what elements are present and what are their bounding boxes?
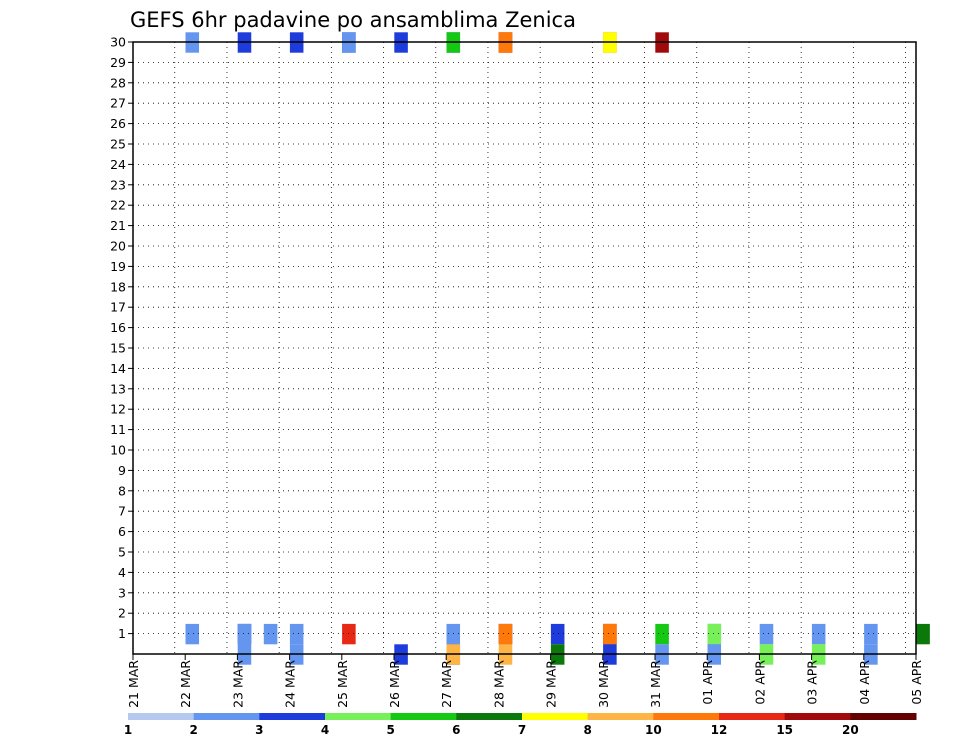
legend-label: 6 (452, 723, 460, 737)
heatmap-cell (916, 623, 930, 645)
legend-swatch (193, 713, 260, 720)
x-tick-label: 31 MAR (648, 660, 663, 708)
legend-label: 10 (645, 723, 662, 737)
y-tick-label: 16 (110, 320, 126, 335)
y-tick-label: 26 (110, 116, 126, 131)
legend-label: 15 (776, 723, 793, 737)
x-tick-label: 25 MAR (335, 660, 350, 708)
y-tick-label: 28 (110, 75, 126, 90)
legend-label: 7 (518, 723, 526, 737)
y-tick-label: 22 (110, 198, 126, 213)
legend-swatch (456, 713, 523, 720)
y-tick-label: 30 (110, 35, 126, 50)
y-tick-label: 21 (110, 218, 126, 233)
x-tick-label: 22 MAR (178, 660, 193, 708)
y-tick-label: 23 (110, 177, 126, 192)
y-axis-ticks: 1234567891011121314151617181920212223242… (110, 35, 133, 641)
heatmap-cell (864, 623, 878, 645)
y-tick-label: 14 (110, 361, 126, 376)
legend-label: 5 (386, 723, 394, 737)
y-tick-label: 20 (110, 239, 126, 254)
y-tick-label: 19 (110, 259, 126, 274)
y-tick-label: 18 (110, 279, 126, 294)
x-tick-label: 23 MAR (230, 660, 245, 708)
legend-swatch (325, 713, 392, 720)
legend-swatch (850, 713, 917, 720)
heatmap-cell (707, 623, 722, 645)
heatmap-cell (289, 623, 304, 645)
y-tick-label: 27 (110, 96, 126, 111)
legend-label: 3 (255, 723, 263, 737)
legend-label: 4 (321, 723, 329, 737)
heatmap-cells (185, 32, 930, 665)
x-tick-label: 29 MAR (544, 660, 559, 708)
legend-swatch (259, 713, 326, 720)
y-tick-label: 3 (118, 585, 126, 600)
y-tick-label: 6 (118, 524, 126, 539)
y-tick-label: 13 (110, 381, 126, 396)
heatmap-cell (655, 623, 669, 645)
x-tick-label: 28 MAR (491, 660, 506, 708)
heatmap-cell (603, 623, 617, 645)
y-tick-label: 25 (110, 137, 126, 152)
heatmap-cell (759, 623, 774, 645)
heatmap-cell (263, 623, 278, 645)
x-tick-label: 03 APR (805, 660, 820, 705)
legend-label: 1 (124, 723, 132, 737)
x-tick-label: 27 MAR (439, 660, 454, 708)
x-tick-label: 01 APR (700, 660, 715, 705)
y-tick-label: 8 (118, 483, 126, 498)
color-legend: 1 2 3 4 5 6 7 8 10 12 15 20 (124, 713, 917, 737)
legend-label: 20 (842, 723, 859, 737)
x-axis-ticks: 21 MAR 22 MAR 23 MAR 24 MAR 25 MAR 26 MAR 27 M… (126, 654, 924, 708)
x-tick-label: 05 APR (909, 660, 924, 705)
y-tick-label: 4 (118, 565, 126, 580)
y-tick-label: 12 (110, 402, 126, 417)
legend-swatch (128, 713, 195, 720)
legend-swatch (522, 713, 589, 720)
x-tick-label: 26 MAR (387, 660, 402, 708)
grid-lines (133, 41, 916, 654)
y-tick-label: 29 (110, 55, 126, 70)
heatmap-cell (237, 623, 252, 645)
x-tick-label: 02 APR (752, 660, 767, 705)
legend-swatch (784, 713, 851, 720)
y-tick-label: 24 (110, 157, 126, 172)
y-tick-label: 10 (110, 443, 126, 458)
heatmap-cell (498, 623, 513, 645)
legend-swatch (653, 713, 720, 720)
heatmap-cell (446, 623, 461, 645)
y-tick-label: 1 (118, 626, 126, 641)
y-tick-label: 17 (110, 300, 126, 315)
legend-label: 2 (189, 723, 197, 737)
chart-title: GEFS 6hr padavine po ansamblima Zenica (130, 8, 576, 32)
y-tick-label: 5 (118, 545, 126, 560)
y-tick-label: 15 (110, 341, 126, 356)
legend-swatch (719, 713, 786, 720)
legend-label: 12 (711, 723, 728, 737)
legend-swatch (390, 713, 457, 720)
x-tick-label: 04 APR (857, 660, 872, 705)
legend-label: 8 (583, 723, 591, 737)
heatmap-cell (185, 623, 200, 645)
heatmap-cell (342, 623, 356, 645)
x-tick-label: 24 MAR (283, 660, 298, 708)
y-tick-label: 7 (118, 504, 126, 519)
legend-swatch (587, 713, 654, 720)
y-tick-label: 2 (118, 606, 126, 621)
x-tick-label: 30 MAR (596, 660, 611, 708)
heatmap-cell (550, 623, 565, 645)
x-tick-label: 21 MAR (126, 660, 141, 708)
heatmap-cell (811, 623, 826, 645)
y-tick-label: 9 (118, 463, 126, 478)
y-tick-label: 11 (110, 422, 126, 437)
